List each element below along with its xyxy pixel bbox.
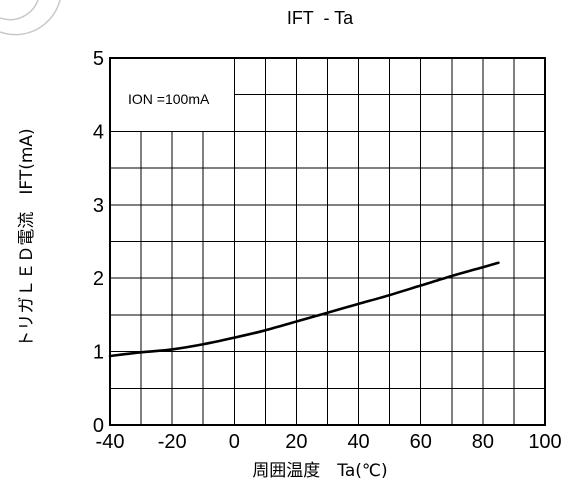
plot-frame [109,57,546,426]
annotation-label: ION =100mA [128,91,210,107]
plot-frame-group [109,57,546,426]
y-tick-label: 0 [93,415,104,437]
y-tick-label: 4 [93,121,104,143]
series-group [108,261,500,358]
x-axis-label: 周囲温度 Ta(℃) [252,461,387,481]
annotation-box [109,57,235,132]
x-tick-label: -40 [96,431,125,453]
series-line-0 [108,261,500,358]
y-tick-label: 5 [93,48,104,70]
x-tick-labels: -40 -20 0 20 40 60 80 100 [96,431,562,453]
y-tick-label: 2 [93,268,104,290]
annotation-group: ION =100mA [109,57,235,132]
chart-title: IFT - Ta [287,8,354,28]
y-tick-label: 3 [93,195,104,217]
x-tick-label: 100 [528,431,561,453]
x-tick-label: 80 [472,431,494,453]
watermark-inner-arc [0,0,39,21]
x-tick-label: 40 [347,431,369,453]
watermark-arc [0,0,61,36]
x-tick-label: -20 [158,431,187,453]
grid [110,58,545,425]
y-tick-label: 1 [93,342,104,364]
x-tick-label: 60 [410,431,432,453]
y-tick-labels: 0 1 2 3 4 5 [93,48,104,437]
y-axis-label: トリガＬＥＤ電流 IFT(mA) [17,128,37,347]
x-tick-label: 0 [229,431,240,453]
x-tick-label: 20 [285,431,307,453]
